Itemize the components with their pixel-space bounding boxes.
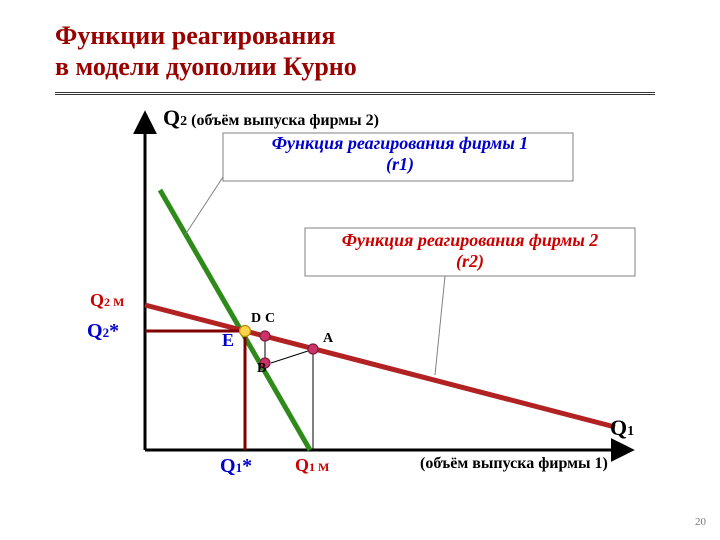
chart-area: Q2 (объём выпуска фирмы 2) Q1 (объём вып… xyxy=(55,105,675,515)
label-Q1star: Q1* xyxy=(220,455,252,478)
label-D: D xyxy=(251,311,261,327)
label-Q2M: Q2 M xyxy=(90,290,124,311)
label-Q2star: Q2* xyxy=(87,320,119,343)
axis-x-Q: Q1 xyxy=(610,415,634,441)
page-number: 20 xyxy=(695,516,706,528)
title-underline xyxy=(55,92,655,95)
axis-x-tail: (объём выпуска фирмы 1) xyxy=(420,455,608,473)
axis-y-label: Q2 (объём выпуска фирмы 2) xyxy=(163,105,379,131)
label-B: B xyxy=(257,361,266,377)
label-Q1M: Q1 M xyxy=(295,455,329,476)
title-line2: в модели дуополии Курно xyxy=(55,52,357,81)
label-A: A xyxy=(323,331,333,347)
callout-r1-l2: (r1) xyxy=(386,154,414,174)
callout-r2-l1: Функция реагирования фирмы 2 xyxy=(342,230,599,250)
label-C: C xyxy=(265,311,275,327)
callout-r1-l1: Функция реагирования фирмы 1 xyxy=(272,133,529,153)
slide-title: Функции реагирования в модели дуополии К… xyxy=(55,20,357,82)
callout-r1: Функция реагирования фирмы 1 (r1) xyxy=(230,133,570,175)
callout-r2: Функция реагирования фирмы 2 (r2) xyxy=(310,230,630,272)
title-line1: Функции реагирования xyxy=(55,21,335,50)
label-E: E xyxy=(222,330,234,351)
callout-r2-l2: (r2) xyxy=(456,251,484,271)
